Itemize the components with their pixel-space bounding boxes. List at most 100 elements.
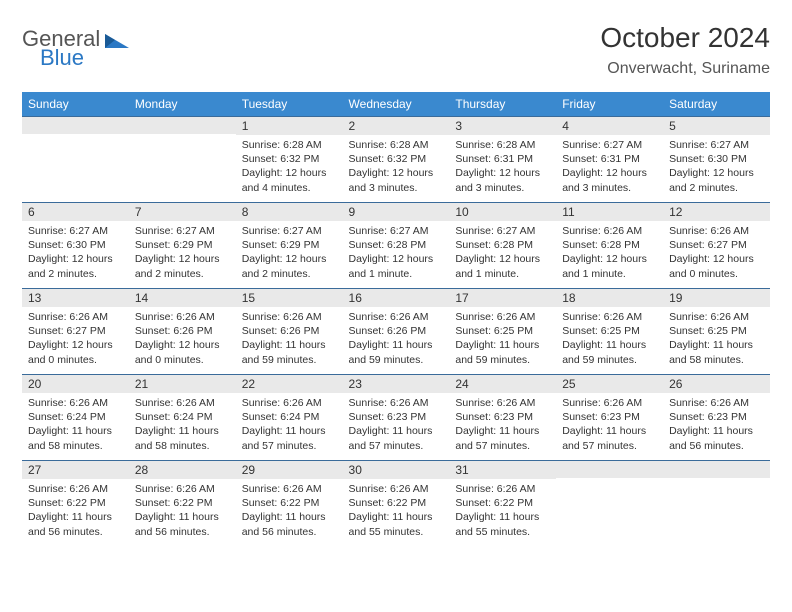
daylight-text: Daylight: 11 hours and 56 minutes. bbox=[242, 510, 337, 538]
calendar-cell: 16Sunrise: 6:26 AMSunset: 6:26 PMDayligh… bbox=[343, 289, 450, 375]
calendar-cell: 29Sunrise: 6:26 AMSunset: 6:22 PMDayligh… bbox=[236, 461, 343, 547]
sunset-text: Sunset: 6:28 PM bbox=[349, 238, 444, 252]
sunrise-text: Sunrise: 6:26 AM bbox=[242, 396, 337, 410]
day-content: Sunrise: 6:28 AMSunset: 6:31 PMDaylight:… bbox=[449, 135, 556, 199]
day-number: 7 bbox=[129, 203, 236, 221]
daylight-text: Daylight: 12 hours and 2 minutes. bbox=[242, 252, 337, 280]
day-number: 14 bbox=[129, 289, 236, 307]
sunrise-text: Sunrise: 6:28 AM bbox=[455, 138, 550, 152]
day-content bbox=[129, 134, 236, 184]
day-number bbox=[556, 461, 663, 478]
day-number: 28 bbox=[129, 461, 236, 479]
sunrise-text: Sunrise: 6:26 AM bbox=[562, 396, 657, 410]
calendar-cell: 1Sunrise: 6:28 AMSunset: 6:32 PMDaylight… bbox=[236, 117, 343, 203]
daylight-text: Daylight: 12 hours and 2 minutes. bbox=[669, 166, 764, 194]
weekday-header: Monday bbox=[129, 92, 236, 117]
daylight-text: Daylight: 11 hours and 59 minutes. bbox=[242, 338, 337, 366]
day-number: 8 bbox=[236, 203, 343, 221]
sunrise-text: Sunrise: 6:26 AM bbox=[669, 224, 764, 238]
calendar-cell: 14Sunrise: 6:26 AMSunset: 6:26 PMDayligh… bbox=[129, 289, 236, 375]
sunrise-text: Sunrise: 6:26 AM bbox=[669, 310, 764, 324]
weekday-header: Sunday bbox=[22, 92, 129, 117]
calendar-cell: 12Sunrise: 6:26 AMSunset: 6:27 PMDayligh… bbox=[663, 203, 770, 289]
sunset-text: Sunset: 6:27 PM bbox=[28, 324, 123, 338]
day-number bbox=[22, 117, 129, 134]
calendar-cell: 9Sunrise: 6:27 AMSunset: 6:28 PMDaylight… bbox=[343, 203, 450, 289]
daylight-text: Daylight: 12 hours and 3 minutes. bbox=[455, 166, 550, 194]
sunrise-text: Sunrise: 6:26 AM bbox=[455, 482, 550, 496]
sunset-text: Sunset: 6:24 PM bbox=[242, 410, 337, 424]
day-content: Sunrise: 6:26 AMSunset: 6:22 PMDaylight:… bbox=[343, 479, 450, 543]
daylight-text: Daylight: 11 hours and 56 minutes. bbox=[669, 424, 764, 452]
weekday-header: Friday bbox=[556, 92, 663, 117]
day-content: Sunrise: 6:26 AMSunset: 6:22 PMDaylight:… bbox=[449, 479, 556, 543]
calendar-cell: 5Sunrise: 6:27 AMSunset: 6:30 PMDaylight… bbox=[663, 117, 770, 203]
day-number: 5 bbox=[663, 117, 770, 135]
day-number: 27 bbox=[22, 461, 129, 479]
sunrise-text: Sunrise: 6:27 AM bbox=[562, 138, 657, 152]
day-content: Sunrise: 6:26 AMSunset: 6:22 PMDaylight:… bbox=[22, 479, 129, 543]
day-content: Sunrise: 6:26 AMSunset: 6:23 PMDaylight:… bbox=[663, 393, 770, 457]
sunrise-text: Sunrise: 6:26 AM bbox=[349, 310, 444, 324]
day-content: Sunrise: 6:26 AMSunset: 6:22 PMDaylight:… bbox=[129, 479, 236, 543]
daylight-text: Daylight: 12 hours and 0 minutes. bbox=[669, 252, 764, 280]
sunset-text: Sunset: 6:22 PM bbox=[455, 496, 550, 510]
day-content: Sunrise: 6:26 AMSunset: 6:24 PMDaylight:… bbox=[22, 393, 129, 457]
daylight-text: Daylight: 11 hours and 57 minutes. bbox=[242, 424, 337, 452]
day-content: Sunrise: 6:28 AMSunset: 6:32 PMDaylight:… bbox=[236, 135, 343, 199]
calendar-cell: 24Sunrise: 6:26 AMSunset: 6:23 PMDayligh… bbox=[449, 375, 556, 461]
day-number: 10 bbox=[449, 203, 556, 221]
daylight-text: Daylight: 12 hours and 0 minutes. bbox=[135, 338, 230, 366]
day-number: 15 bbox=[236, 289, 343, 307]
day-content: Sunrise: 6:27 AMSunset: 6:29 PMDaylight:… bbox=[236, 221, 343, 285]
day-number bbox=[663, 461, 770, 478]
sunrise-text: Sunrise: 6:26 AM bbox=[455, 396, 550, 410]
day-content: Sunrise: 6:27 AMSunset: 6:30 PMDaylight:… bbox=[22, 221, 129, 285]
sunset-text: Sunset: 6:31 PM bbox=[562, 152, 657, 166]
daylight-text: Daylight: 11 hours and 58 minutes. bbox=[669, 338, 764, 366]
sunset-text: Sunset: 6:25 PM bbox=[455, 324, 550, 338]
sunset-text: Sunset: 6:31 PM bbox=[455, 152, 550, 166]
day-number: 19 bbox=[663, 289, 770, 307]
calendar-cell: 28Sunrise: 6:26 AMSunset: 6:22 PMDayligh… bbox=[129, 461, 236, 547]
sunset-text: Sunset: 6:32 PM bbox=[242, 152, 337, 166]
daylight-text: Daylight: 11 hours and 59 minutes. bbox=[349, 338, 444, 366]
sunset-text: Sunset: 6:23 PM bbox=[562, 410, 657, 424]
weekday-header: Thursday bbox=[449, 92, 556, 117]
day-content: Sunrise: 6:27 AMSunset: 6:30 PMDaylight:… bbox=[663, 135, 770, 199]
day-number: 13 bbox=[22, 289, 129, 307]
sunset-text: Sunset: 6:29 PM bbox=[135, 238, 230, 252]
day-number: 17 bbox=[449, 289, 556, 307]
sunset-text: Sunset: 6:25 PM bbox=[562, 324, 657, 338]
sunset-text: Sunset: 6:22 PM bbox=[28, 496, 123, 510]
day-content: Sunrise: 6:26 AMSunset: 6:25 PMDaylight:… bbox=[449, 307, 556, 371]
sunrise-text: Sunrise: 6:28 AM bbox=[349, 138, 444, 152]
calendar-cell: 25Sunrise: 6:26 AMSunset: 6:23 PMDayligh… bbox=[556, 375, 663, 461]
day-content: Sunrise: 6:26 AMSunset: 6:27 PMDaylight:… bbox=[22, 307, 129, 371]
calendar-table: Sunday Monday Tuesday Wednesday Thursday… bbox=[22, 92, 770, 547]
day-content: Sunrise: 6:28 AMSunset: 6:32 PMDaylight:… bbox=[343, 135, 450, 199]
calendar-cell: 17Sunrise: 6:26 AMSunset: 6:25 PMDayligh… bbox=[449, 289, 556, 375]
day-content: Sunrise: 6:26 AMSunset: 6:28 PMDaylight:… bbox=[556, 221, 663, 285]
day-number: 3 bbox=[449, 117, 556, 135]
daylight-text: Daylight: 11 hours and 57 minutes. bbox=[455, 424, 550, 452]
location-label: Onverwacht, Suriname bbox=[600, 60, 770, 78]
sunrise-text: Sunrise: 6:26 AM bbox=[242, 310, 337, 324]
day-number: 31 bbox=[449, 461, 556, 479]
calendar-cell: 26Sunrise: 6:26 AMSunset: 6:23 PMDayligh… bbox=[663, 375, 770, 461]
daylight-text: Daylight: 12 hours and 1 minute. bbox=[455, 252, 550, 280]
daylight-text: Daylight: 11 hours and 57 minutes. bbox=[349, 424, 444, 452]
day-content: Sunrise: 6:26 AMSunset: 6:27 PMDaylight:… bbox=[663, 221, 770, 285]
daylight-text: Daylight: 12 hours and 3 minutes. bbox=[349, 166, 444, 194]
day-number: 26 bbox=[663, 375, 770, 393]
calendar-cell: 3Sunrise: 6:28 AMSunset: 6:31 PMDaylight… bbox=[449, 117, 556, 203]
day-content: Sunrise: 6:27 AMSunset: 6:28 PMDaylight:… bbox=[449, 221, 556, 285]
calendar-cell: 19Sunrise: 6:26 AMSunset: 6:25 PMDayligh… bbox=[663, 289, 770, 375]
calendar-body: 1Sunrise: 6:28 AMSunset: 6:32 PMDaylight… bbox=[22, 117, 770, 547]
day-number: 12 bbox=[663, 203, 770, 221]
calendar-cell: 18Sunrise: 6:26 AMSunset: 6:25 PMDayligh… bbox=[556, 289, 663, 375]
sunrise-text: Sunrise: 6:26 AM bbox=[242, 482, 337, 496]
sunrise-text: Sunrise: 6:26 AM bbox=[135, 396, 230, 410]
sunset-text: Sunset: 6:30 PM bbox=[28, 238, 123, 252]
daylight-text: Daylight: 12 hours and 4 minutes. bbox=[242, 166, 337, 194]
